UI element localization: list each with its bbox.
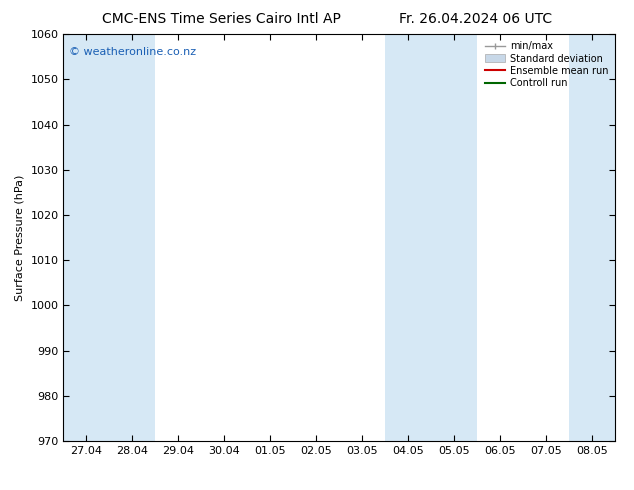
Text: Fr. 26.04.2024 06 UTC: Fr. 26.04.2024 06 UTC: [399, 12, 552, 26]
Bar: [63, 34, 155, 441]
Bar: [569, 34, 615, 441]
Legend: min/max, Standard deviation, Ensemble mean run, Controll run: min/max, Standard deviation, Ensemble me…: [483, 39, 610, 90]
Text: CMC-ENS Time Series Cairo Intl AP: CMC-ENS Time Series Cairo Intl AP: [103, 12, 341, 26]
Bar: [385, 34, 477, 441]
Y-axis label: Surface Pressure (hPa): Surface Pressure (hPa): [15, 174, 25, 301]
Text: © weatheronline.co.nz: © weatheronline.co.nz: [69, 47, 196, 56]
